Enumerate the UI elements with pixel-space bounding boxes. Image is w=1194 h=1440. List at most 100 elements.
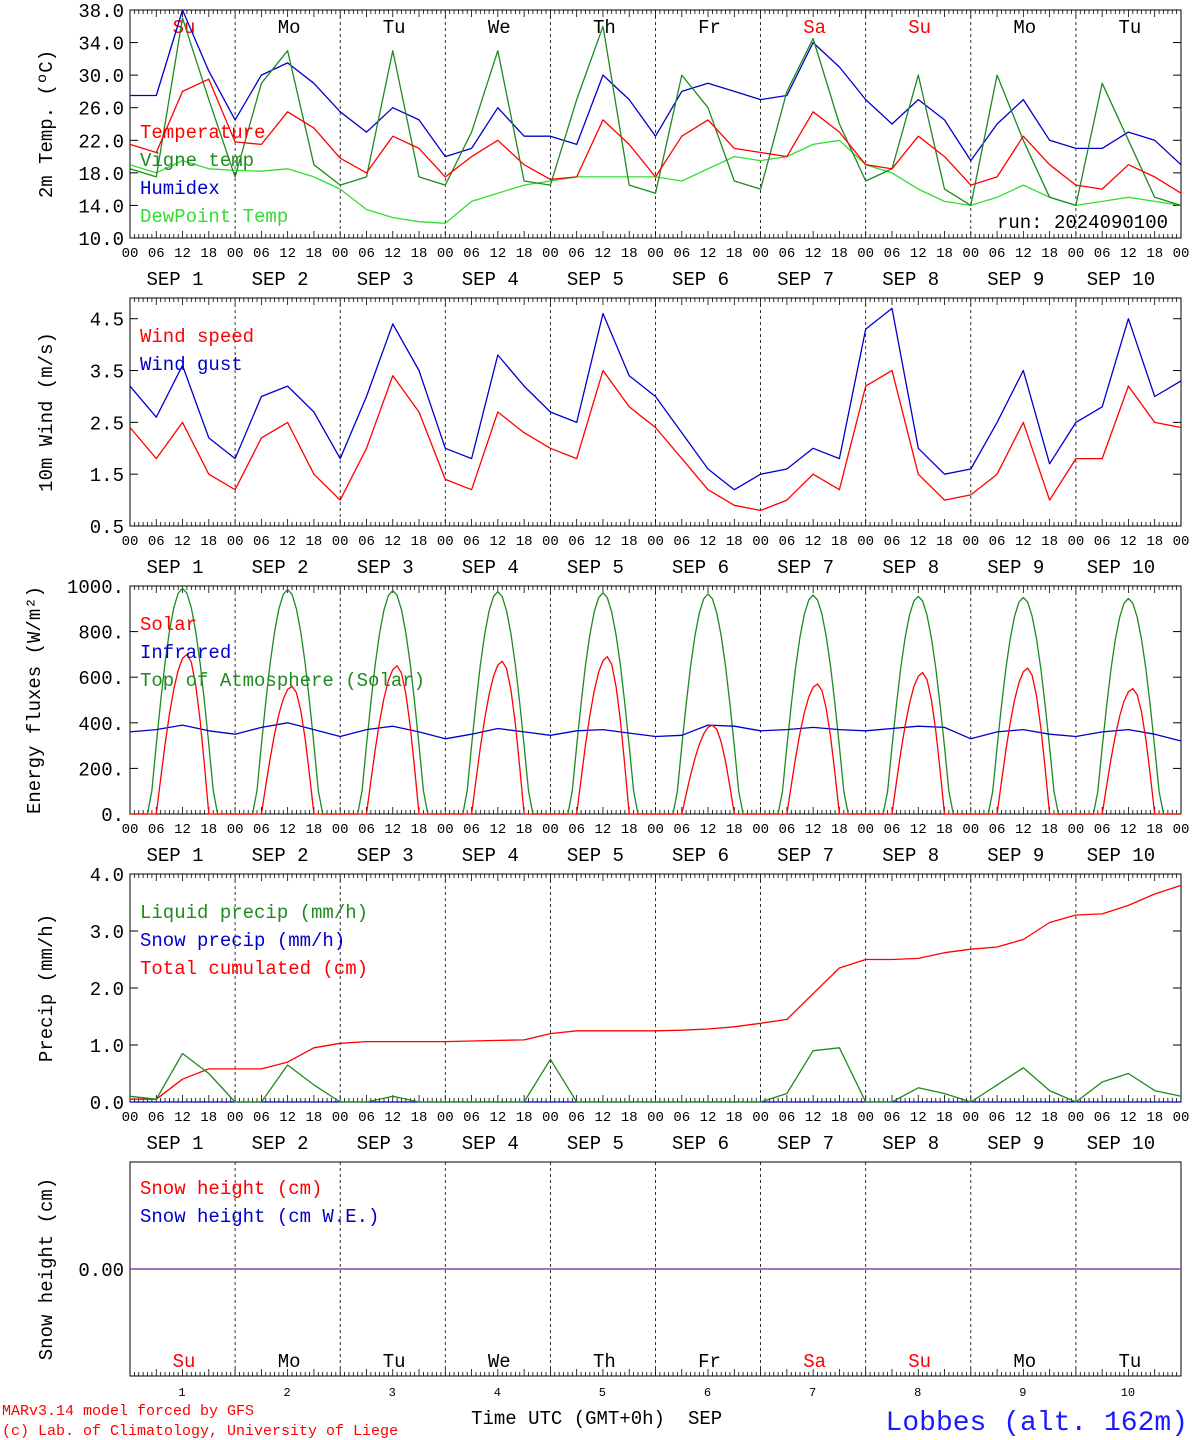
run-label: run: 2024090100: [997, 212, 1168, 234]
hour-tick-label: 12: [384, 1110, 401, 1126]
hour-tick-label: 00: [1173, 822, 1190, 838]
lab-credit: (c) Lab. of Climatology, University of L…: [2, 1423, 398, 1440]
hour-tick-label: 12: [1120, 246, 1137, 262]
hour-tick-label: 06: [148, 822, 165, 838]
date-label: SEP 2: [252, 557, 309, 579]
hour-tick-label: 00: [752, 1110, 769, 1126]
date-label: SEP 4: [462, 1133, 519, 1155]
series-line-liquid-precip-mm-h: [129, 1047, 1182, 1103]
panel-4: 0.0 1.0 2.0 3.0 4.0 Precip (mm/h) 00 06 12 18 SEP …: [36, 865, 1189, 1155]
hour-tick-label: 00: [647, 534, 664, 550]
y-axis-label: 2m Temp. (ºC): [36, 50, 58, 198]
hour-tick-label: 06: [778, 246, 795, 262]
y-tick-label: 1000.: [67, 577, 124, 599]
hour-tick-label: 18: [1041, 246, 1058, 262]
hour-tick-label: 06: [884, 822, 901, 838]
weekday-label: Mo: [278, 17, 301, 39]
weekday-label: Su: [173, 1351, 196, 1373]
hour-tick-label: 00: [332, 822, 349, 838]
hour-tick-label: 12: [279, 534, 296, 550]
hour-tick-label: 06: [1094, 822, 1111, 838]
hour-tick-label: 00: [962, 534, 979, 550]
date-label: SEP 3: [357, 1133, 414, 1155]
date-label: SEP 4: [462, 557, 519, 579]
hour-tick-label: 06: [148, 246, 165, 262]
y-tick-label: 1.5: [90, 465, 124, 487]
date-label: SEP 5: [567, 845, 624, 867]
hour-tick-label: 18: [936, 534, 953, 550]
date-label: SEP 10: [1087, 1133, 1155, 1155]
hour-tick-label: 12: [174, 246, 191, 262]
hour-tick-label: 18: [831, 534, 848, 550]
y-tick-label: 0.5: [90, 517, 124, 539]
hour-tick-label: 00: [857, 1110, 874, 1126]
hour-tick-label: 06: [463, 1110, 480, 1126]
legend-dewpoint-temp: DewPoint Temp: [140, 206, 288, 228]
date-label: SEP 1: [146, 1133, 203, 1155]
hour-tick-label: 12: [1120, 1110, 1137, 1126]
hour-tick-label: 06: [568, 1110, 585, 1126]
hour-tick-label: 00: [962, 822, 979, 838]
hour-tick-label: 00: [227, 246, 244, 262]
hour-tick-label: 06: [358, 246, 375, 262]
date-label: SEP 9: [987, 557, 1044, 579]
date-label: SEP 8: [882, 269, 939, 291]
hour-tick-label: 18: [621, 1110, 638, 1126]
date-label: SEP 6: [672, 1133, 729, 1155]
series-line-humidex: [130, 9, 1182, 166]
hour-tick-label: 06: [673, 246, 690, 262]
y-tick-label: 1.0: [90, 1036, 124, 1058]
hour-tick-label: 06: [673, 822, 690, 838]
hour-tick-label: 18: [831, 246, 848, 262]
panel-3: 0. 200. 400. 600. 800. 1000. Energy fluxes (W/…: [24, 577, 1189, 867]
y-tick-label: 3.0: [90, 922, 124, 944]
hour-tick-label: 12: [910, 822, 927, 838]
y-tick-label: 2.0: [90, 979, 124, 1001]
hour-tick-label: 00: [542, 534, 559, 550]
hour-tick-label: 18: [1146, 534, 1163, 550]
hour-tick-label: 00: [1067, 822, 1084, 838]
hour-tick-label: 00: [227, 822, 244, 838]
legend-vigne-temp: Vigne temp: [140, 150, 254, 172]
day-number-label: 7: [809, 1386, 816, 1400]
weekday-label: Fr: [698, 17, 721, 39]
hour-tick-label: 06: [358, 822, 375, 838]
y-tick-label: 26.0: [78, 99, 124, 121]
y-tick-label: 30.0: [78, 66, 124, 88]
hour-tick-label: 12: [174, 822, 191, 838]
hour-tick-label: 00: [122, 1110, 139, 1126]
weekday-label: We: [488, 1351, 511, 1373]
hour-tick-label: 18: [936, 1110, 953, 1126]
series-line-vigne-temp: [129, 17, 1182, 207]
legend-wind-gust: Wind gust: [140, 354, 243, 376]
hour-tick-label: 00: [962, 1110, 979, 1126]
date-label: SEP 8: [882, 1133, 939, 1155]
weekday-label: Mo: [1013, 1351, 1036, 1373]
hour-tick-label: 06: [989, 822, 1006, 838]
date-label: SEP 3: [357, 269, 414, 291]
hour-tick-label: 18: [411, 822, 428, 838]
legend-liquid-precip-mm-h: Liquid precip (mm/h): [140, 902, 368, 924]
hour-tick-label: 06: [673, 1110, 690, 1126]
y-axis-label: Energy fluxes (W/m²): [24, 586, 46, 814]
weekday-label: Mo: [1013, 17, 1036, 39]
hour-tick-label: 12: [489, 1110, 506, 1126]
hour-tick-label: 06: [884, 534, 901, 550]
hour-tick-label: 06: [884, 246, 901, 262]
hour-tick-label: 00: [122, 534, 139, 550]
date-label: SEP 4: [462, 269, 519, 291]
hour-tick-label: 12: [174, 534, 191, 550]
hour-tick-label: 06: [1094, 1110, 1111, 1126]
hour-tick-label: 18: [831, 822, 848, 838]
date-label: SEP 7: [777, 845, 834, 867]
date-label: SEP 8: [882, 557, 939, 579]
hour-tick-label: 00: [1067, 1110, 1084, 1126]
weekday-label: Mo: [278, 1351, 301, 1373]
date-label: SEP 9: [987, 1133, 1044, 1155]
hour-tick-label: 18: [1041, 1110, 1058, 1126]
hour-tick-label: 06: [253, 1110, 270, 1126]
date-label: SEP 5: [567, 1133, 624, 1155]
y-axis-label: 10m Wind (m/s): [36, 332, 58, 492]
hour-tick-label: 18: [1146, 1110, 1163, 1126]
